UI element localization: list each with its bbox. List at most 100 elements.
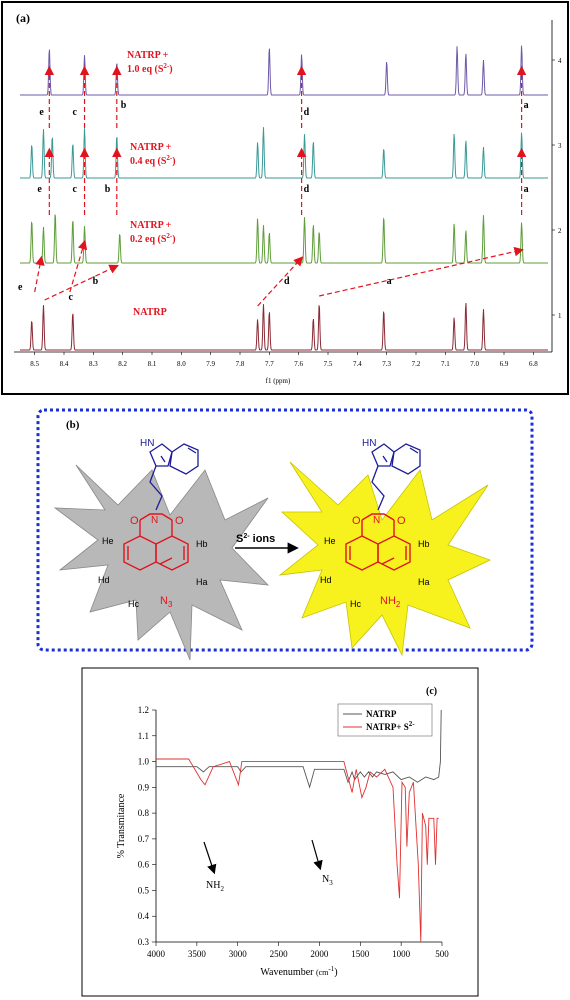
peak-label-e: e <box>39 107 44 118</box>
nmr-x-tick-label: 7.2 <box>412 360 421 368</box>
right-o1: O <box>352 515 361 527</box>
right-imide-n: N <box>373 515 380 526</box>
nmr-x-tick-label: 8.1 <box>148 360 157 368</box>
peak-shift-arrow <box>44 264 119 301</box>
svg-text:1.0 eq (S2-): 1.0 eq (S2-) <box>127 62 173 75</box>
nmr-x-tick-label: 6.8 <box>529 360 538 368</box>
ir-y-tick-label: 0.4 <box>138 911 150 921</box>
right-indole-nh: HN <box>362 438 376 449</box>
right-star-shape <box>278 461 492 657</box>
left-hd: Hd <box>98 575 110 585</box>
svg-text:NATRP +: NATRP + <box>130 142 172 153</box>
ir-series-1 <box>156 758 439 943</box>
right-ha: Ha <box>418 577 430 587</box>
peak-label-d: d <box>304 107 310 118</box>
nmr-peak-labels: e c b d a e c b d a e c b d a <box>18 100 529 303</box>
reaction-arrow-label: S2- ions <box>236 533 275 545</box>
panel-c-label: (c) <box>426 686 437 697</box>
panel-b-label: (b) <box>66 419 80 431</box>
left-he: He <box>102 536 114 546</box>
nmr-x-tick-label: 8.4 <box>60 360 69 368</box>
nh2-arrow <box>203 841 217 875</box>
ir-y-tick-label: 0.6 <box>138 860 150 870</box>
nmr-traces <box>20 45 548 351</box>
nmr-peak-arrows <box>34 65 527 307</box>
ir-y-tick-label: 0.3 <box>138 937 150 947</box>
left-n3: N3 <box>160 595 173 609</box>
ir-x-label: Wavenumber (cm-1) <box>260 965 337 978</box>
nmr-x-tick-label: 8.0 <box>177 360 186 368</box>
ir-legend-box <box>337 703 433 737</box>
nmr-trace-1 <box>20 214 548 264</box>
svg-text:NATRP +: NATRP + <box>127 50 169 61</box>
panel-a: (a) e c b d a e c b d a e c b d a NATRP + 1.0 eq (S2-)… <box>1 1 569 395</box>
ir-x-tick-label: 500 <box>435 949 449 959</box>
right-o2: O <box>397 515 406 527</box>
right-hb: Hb <box>418 539 430 549</box>
ir-y-label: % Transmitance <box>116 793 127 858</box>
nmr-x-tick-label: 8.3 <box>89 360 98 368</box>
nh2-annotation: NH2 <box>206 880 224 893</box>
nmr-right-tick-label: 2 <box>558 227 562 235</box>
ir-y-tick-label: 0.5 <box>138 885 150 895</box>
left-o2: O <box>175 515 184 527</box>
nmr-right-tick-label: 1 <box>558 312 562 320</box>
peak-label-e: e <box>18 282 23 293</box>
peak-label-d: d <box>284 276 290 287</box>
peak-label-a: a <box>524 184 529 195</box>
ir-y-tick-label: 0.8 <box>138 808 150 818</box>
nmr-trace-0 <box>20 302 548 351</box>
peak-label-c: c <box>69 292 74 303</box>
peak-label-b: b <box>105 184 111 195</box>
svg-text:NATRP: NATRP <box>133 307 167 318</box>
peak-label-c: c <box>73 184 78 195</box>
spectrum-label-0.2eq: NATRP + 0.2 eq (S2-) <box>130 220 176 245</box>
peak-shift-arrow <box>257 256 304 307</box>
nmr-x-label: f1 (ppm) <box>266 377 291 385</box>
right-molecule: HN O O N He Hb Hd Ha Hc NH2 <box>320 438 430 609</box>
peak-label-a: a <box>387 276 392 287</box>
svg-text:NATRP +: NATRP + <box>130 220 172 231</box>
left-molecule: HN O O N He Hb Hd Ha <box>98 438 208 609</box>
peak-label-a: a <box>524 100 529 111</box>
nmr-right-tick-label: 3 <box>558 142 562 150</box>
ir-y-tick-label: 0.9 <box>138 782 150 792</box>
spectrum-label-1eq: NATRP + 1.0 eq (S2-) <box>127 50 173 75</box>
left-hb: Hb <box>196 539 208 549</box>
nmr-x-tick-label: 8.2 <box>118 360 127 368</box>
nmr-x-tick-label: 7.8 <box>236 360 245 368</box>
nmr-x-tick-label: 7.6 <box>294 360 303 368</box>
nmr-x-tick-label: 6.9 <box>500 360 509 368</box>
peak-shift-arrow <box>319 246 524 297</box>
nmr-x-tick-label: 7.7 <box>265 360 274 368</box>
ir-axes: 4000 3500 3000 2500 2000 1500 1000 500 0.3 0.4 0.5… <box>116 705 449 978</box>
left-indole-nh: HN <box>140 438 154 449</box>
peak-shift-arrow <box>34 255 45 293</box>
left-hc: Hc <box>128 599 139 609</box>
ir-x-tick-label: 2500 <box>270 949 289 959</box>
ir-x-tick-label: 2000 <box>310 949 329 959</box>
ir-x-tick-label: 4000 <box>147 949 166 959</box>
peak-label-d: d <box>304 184 310 195</box>
svg-text:0.4 eq (S2-): 0.4 eq (S2-) <box>130 154 176 167</box>
right-nh2: NH2 <box>380 595 401 609</box>
peak-label-c: c <box>73 107 78 118</box>
ir-x-tick-label: 3000 <box>229 949 248 959</box>
panel-c: (c) 4000 3500 3000 2500 2000 1500 1000 500 0.3 0.… <box>81 667 479 997</box>
ir-x-tick-label: 3500 <box>188 949 207 959</box>
n3-arrow <box>311 839 323 871</box>
nmr-right-tick-label: 4 <box>558 57 562 65</box>
nmr-x-tick-label: 8.5 <box>30 360 39 368</box>
ir-y-tick-label: 1.0 <box>138 757 150 767</box>
nmr-x-tick-label: 7.1 <box>441 360 450 368</box>
ir-y-tick-label: 1.1 <box>138 731 149 741</box>
spectrum-label-0.4eq: NATRP + 0.4 eq (S2-) <box>130 142 176 167</box>
ir-series-0 <box>156 709 442 789</box>
nmr-x-tick-label: 7.0 <box>470 360 479 368</box>
ir-x-tick-label: 1500 <box>351 949 370 959</box>
nmr-x-tick-label: 7.4 <box>353 360 362 368</box>
right-hc: Hc <box>350 599 361 609</box>
peak-label-b: b <box>93 276 99 287</box>
nmr-x-tick-label: 7.9 <box>206 360 215 368</box>
